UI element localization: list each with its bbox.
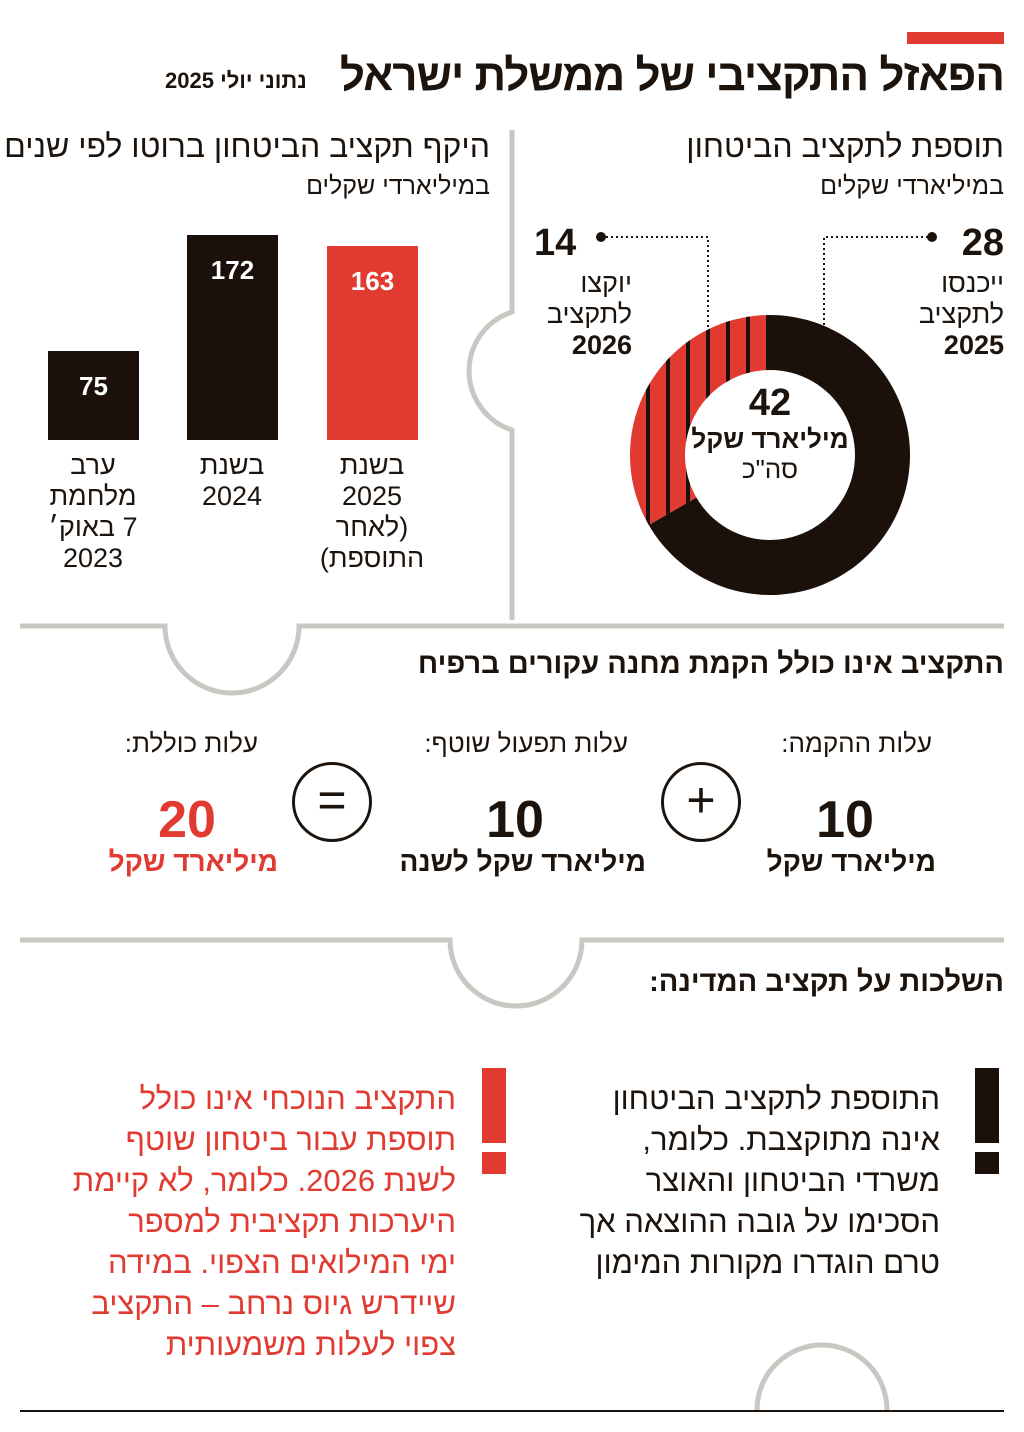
label-line: 2025 (943, 330, 1004, 360)
total-cost-label: עלות כוללת: (124, 728, 258, 758)
leader-dot-2025 (927, 232, 937, 242)
leader-line-2026 (606, 236, 709, 368)
donut-total-label: סה"כ (741, 454, 799, 484)
operating-cost-unit: מיליארד שקל לשנה (399, 846, 646, 877)
category-line: (לאחר (335, 512, 409, 542)
note-unfunded: התוספת לתקציב הביטחון אינה מתוקצבת. כלומ… (580, 1078, 940, 1283)
page-subtitle: נתוני יולי 2025 (165, 68, 307, 93)
setup-cost-label: עלות ההקמה: (781, 728, 932, 758)
leader-line-2025 (823, 236, 928, 325)
total-cost-unit: מיליארד שקל (108, 846, 278, 877)
camp-section-title: התקציב אינו כולל הקמת מחנה עקורים ברפיח (417, 648, 1004, 680)
label-line: ייכנסו (941, 268, 1004, 298)
accent-bar (907, 32, 1004, 44)
donut-slice-2026 (630, 315, 770, 525)
plus-icon: + (661, 762, 741, 842)
exclamation-icon-black (975, 1068, 999, 1143)
category-line: בשנת (339, 450, 405, 480)
operating-cost-value: 10 (486, 791, 544, 849)
note-line: התוספת לתקציב הביטחון (612, 1081, 940, 1116)
category-line: מלחמת (49, 481, 137, 511)
note-line: אינה מתוקצבת. כלומר, (642, 1122, 940, 1157)
note-line: ימי המילואים הצפוי. במידה (108, 1245, 456, 1280)
category-line: התוספת) (319, 543, 425, 573)
label-line: יוקצו (580, 268, 632, 298)
bar-category-label: בשנת 2024 (162, 450, 302, 512)
donut-right-value: 28 (961, 222, 1004, 264)
note-2026-budget: התקציב הנוכחי אינו כולל תוספת עבור ביטחו… (73, 1078, 456, 1365)
label-line: 2026 (571, 330, 632, 360)
bar-panel-title: היקף תקציב הביטחון ברוטו לפי שנים (4, 128, 490, 164)
setup-cost-value: 10 (816, 791, 874, 849)
bar-chart: 75 ערב מלחמת 7 באוק׳ 2023 172 בשנת 2024 163 בשנת 2… (0, 0, 512, 620)
note-line: משרדי הביטחון והאוצר (645, 1163, 940, 1198)
category-line: ערב (70, 450, 116, 480)
category-line: 2024 (201, 481, 263, 511)
note-line: תוספת עבור ביטחון שוטף (125, 1122, 456, 1157)
note-line: טרם הוגדרו מקורות המימון (595, 1245, 940, 1280)
donut-panel-unit: במיליארדי שקלים (820, 172, 1004, 200)
exclamation-icon-red (482, 1068, 506, 1143)
leader-dot-2026 (596, 232, 606, 242)
total-cost-value: 20 (158, 791, 216, 849)
donut-panel-title: תוספת לתקציב הביטחון (686, 128, 1004, 164)
donut-total-value: 42 (748, 382, 792, 424)
bar-panel-unit: במיליארדי שקלים (306, 172, 490, 200)
page-title: הפאזל התקציבי של ממשלת ישראל (339, 51, 1005, 100)
bar-category-label: בשנת 2025 (לאחר התוספת) (302, 450, 442, 574)
exclamation-dot-red (482, 1152, 506, 1174)
horizontal-divider-2 (20, 937, 1004, 1009)
bar-value-label: 172 (210, 255, 255, 285)
donut-total-unit: מיליארד שקל (691, 424, 849, 454)
label-line: לתקציב (918, 299, 1004, 329)
donut-left-label: יוקצו לתקציב 2026 (547, 268, 632, 361)
category-line: בשנת (199, 450, 265, 480)
donut-chart (596, 232, 937, 595)
note-line: לשנת 2026. כלומר, לא קיימת (72, 1163, 456, 1198)
donut-right-label: ייכנסו לתקציב 2025 (919, 268, 1004, 361)
donut-center-label: 42 מיליארד שקל סה"כ (690, 382, 850, 484)
note-line: שיידרש גיוס נרחב – התקציב (91, 1286, 456, 1321)
category-line: 2023 (62, 543, 124, 573)
implications-title: השלכות על תקציב המדינה: (649, 966, 1004, 998)
bar: 172 (187, 235, 278, 440)
setup-cost-unit: מיליארד שקל (766, 846, 936, 877)
horizontal-divider-1 (20, 623, 1004, 696)
note-line: היערכות תקציבית למספר (128, 1204, 456, 1239)
note-line: התקציב הנוכחי אינו כולל (139, 1081, 456, 1116)
bar: 163 (327, 245, 418, 440)
bottom-puzzle-bump (754, 1342, 890, 1411)
bar: 75 (48, 350, 139, 440)
donut-left-value: 14 (534, 222, 577, 264)
operating-cost-label: עלות תפעול שוטף: (424, 728, 628, 758)
bar-value-label: 75 (79, 370, 108, 401)
exclamation-dot-black (975, 1152, 999, 1174)
donut-slice-2025 (648, 314, 910, 595)
label-line: לתקציב (546, 299, 632, 329)
bar-value-label: 163 (350, 265, 395, 296)
category-line: 2025 (341, 481, 403, 511)
equals-icon: = (292, 762, 372, 842)
bar-category-label: ערב מלחמת 7 באוק׳ 2023 (23, 450, 163, 574)
vertical-divider (466, 130, 515, 620)
category-line: 7 באוק׳ (48, 512, 138, 542)
note-line: צפוי לעלות משמעותית (165, 1327, 456, 1362)
note-line: הסכימו על גובה ההוצאה אך (579, 1204, 940, 1239)
